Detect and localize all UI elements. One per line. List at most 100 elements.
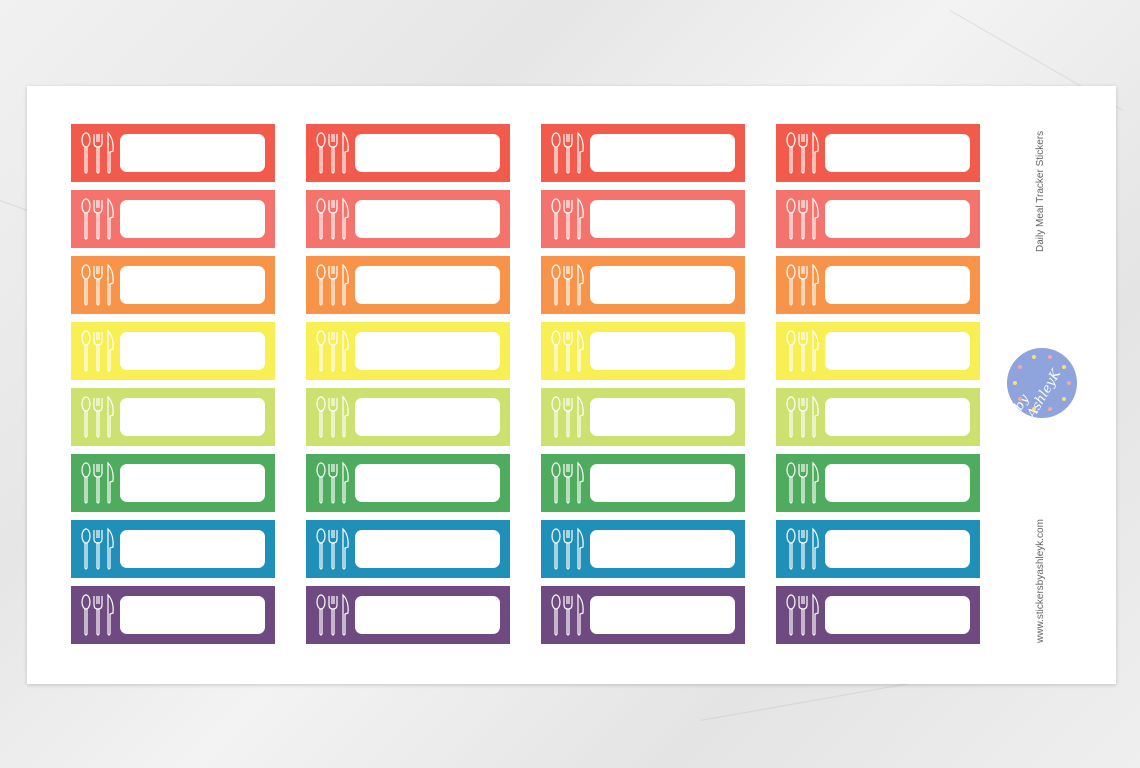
heart-dot <box>1018 365 1023 370</box>
sticker-write-area <box>825 398 970 436</box>
meal-sticker <box>71 190 275 248</box>
sticker-write-area <box>120 134 265 172</box>
meal-sticker <box>306 454 510 512</box>
sheet-title: Daily Meal Tracker Stickers <box>1035 130 1046 252</box>
sticker-write-area <box>120 464 265 502</box>
sticker-write-area <box>825 596 970 634</box>
cutlery-icon <box>316 197 349 240</box>
brand-logo: by AshleyK <box>1007 348 1077 421</box>
sticker-write-area <box>355 134 500 172</box>
website-text: www.stickersbyashleyk.com <box>1035 519 1046 643</box>
sticker-write-area <box>590 530 735 568</box>
heart-dot <box>1061 365 1066 370</box>
cutlery-icon <box>81 329 114 372</box>
cutlery-icon <box>786 329 819 372</box>
sticker-write-area <box>120 596 265 634</box>
meal-sticker <box>306 586 510 644</box>
meal-sticker <box>71 520 275 578</box>
sticker-write-area <box>825 464 970 502</box>
cutlery-icon <box>551 527 584 570</box>
meal-sticker <box>71 454 275 512</box>
cutlery-icon <box>786 197 819 240</box>
sticker-write-area <box>825 266 970 304</box>
meal-sticker <box>776 520 980 578</box>
cutlery-icon <box>786 395 819 438</box>
cutlery-icon <box>551 593 584 636</box>
meal-sticker <box>306 124 510 182</box>
cutlery-icon <box>786 461 819 504</box>
sticker-write-area <box>590 398 735 436</box>
cutlery-icon <box>551 395 584 438</box>
cutlery-icon <box>316 593 349 636</box>
cutlery-icon <box>551 263 584 306</box>
meal-sticker <box>776 190 980 248</box>
meal-sticker <box>71 388 275 446</box>
sticker-write-area <box>825 332 970 370</box>
heart-dot <box>1048 406 1053 411</box>
sticker-write-area <box>355 398 500 436</box>
cutlery-icon <box>316 395 349 438</box>
meal-sticker <box>541 256 745 314</box>
sticker-sheet: Daily Meal Tracker Stickers www.stickers… <box>27 86 1116 684</box>
cutlery-icon <box>551 131 584 174</box>
sticker-write-area <box>825 530 970 568</box>
cutlery-icon <box>81 131 114 174</box>
meal-sticker <box>541 190 745 248</box>
cutlery-icon <box>551 461 584 504</box>
meal-sticker <box>541 124 745 182</box>
cutlery-icon <box>81 263 114 306</box>
meal-sticker <box>776 322 980 380</box>
sticker-write-area <box>120 398 265 436</box>
sticker-write-area <box>590 332 735 370</box>
cutlery-icon <box>316 527 349 570</box>
sticker-write-area <box>590 464 735 502</box>
meal-sticker <box>541 388 745 446</box>
meal-sticker <box>541 520 745 578</box>
cutlery-icon <box>551 197 584 240</box>
meal-sticker <box>776 256 980 314</box>
meal-sticker <box>541 322 745 380</box>
meal-sticker <box>71 322 275 380</box>
sticker-write-area <box>825 200 970 238</box>
heart-dot <box>1048 355 1053 360</box>
meal-sticker <box>306 190 510 248</box>
heart-dot <box>1061 396 1066 401</box>
sticker-write-area <box>590 266 735 304</box>
cutlery-icon <box>81 527 114 570</box>
sticker-write-area <box>355 530 500 568</box>
sticker-write-area <box>120 200 265 238</box>
cutlery-icon <box>316 131 349 174</box>
cutlery-icon <box>786 527 819 570</box>
cutlery-icon <box>81 197 114 240</box>
meal-sticker <box>306 520 510 578</box>
cutlery-icon <box>81 461 114 504</box>
cutlery-icon <box>551 329 584 372</box>
heart-dot <box>1031 355 1036 360</box>
cutlery-icon <box>81 593 114 636</box>
sticker-write-area <box>120 530 265 568</box>
sticker-write-area <box>590 134 735 172</box>
cutlery-icon <box>316 461 349 504</box>
meal-sticker <box>541 454 745 512</box>
heart-dot <box>1067 381 1071 385</box>
sticker-write-area <box>590 596 735 634</box>
meal-sticker <box>776 454 980 512</box>
meal-sticker <box>71 586 275 644</box>
meal-sticker <box>306 256 510 314</box>
cutlery-icon <box>316 329 349 372</box>
meal-sticker <box>776 388 980 446</box>
cutlery-icon <box>786 593 819 636</box>
cutlery-icon <box>81 395 114 438</box>
cutlery-icon <box>786 263 819 306</box>
heart-dot <box>1031 406 1036 411</box>
sticker-write-area <box>355 200 500 238</box>
sticker-write-area <box>355 332 500 370</box>
heart-dot <box>1013 381 1017 385</box>
sticker-write-area <box>355 596 500 634</box>
sticker-write-area <box>120 332 265 370</box>
meal-sticker <box>71 256 275 314</box>
meal-sticker <box>541 586 745 644</box>
meal-sticker <box>306 388 510 446</box>
meal-sticker <box>71 124 275 182</box>
sticker-write-area <box>355 464 500 502</box>
